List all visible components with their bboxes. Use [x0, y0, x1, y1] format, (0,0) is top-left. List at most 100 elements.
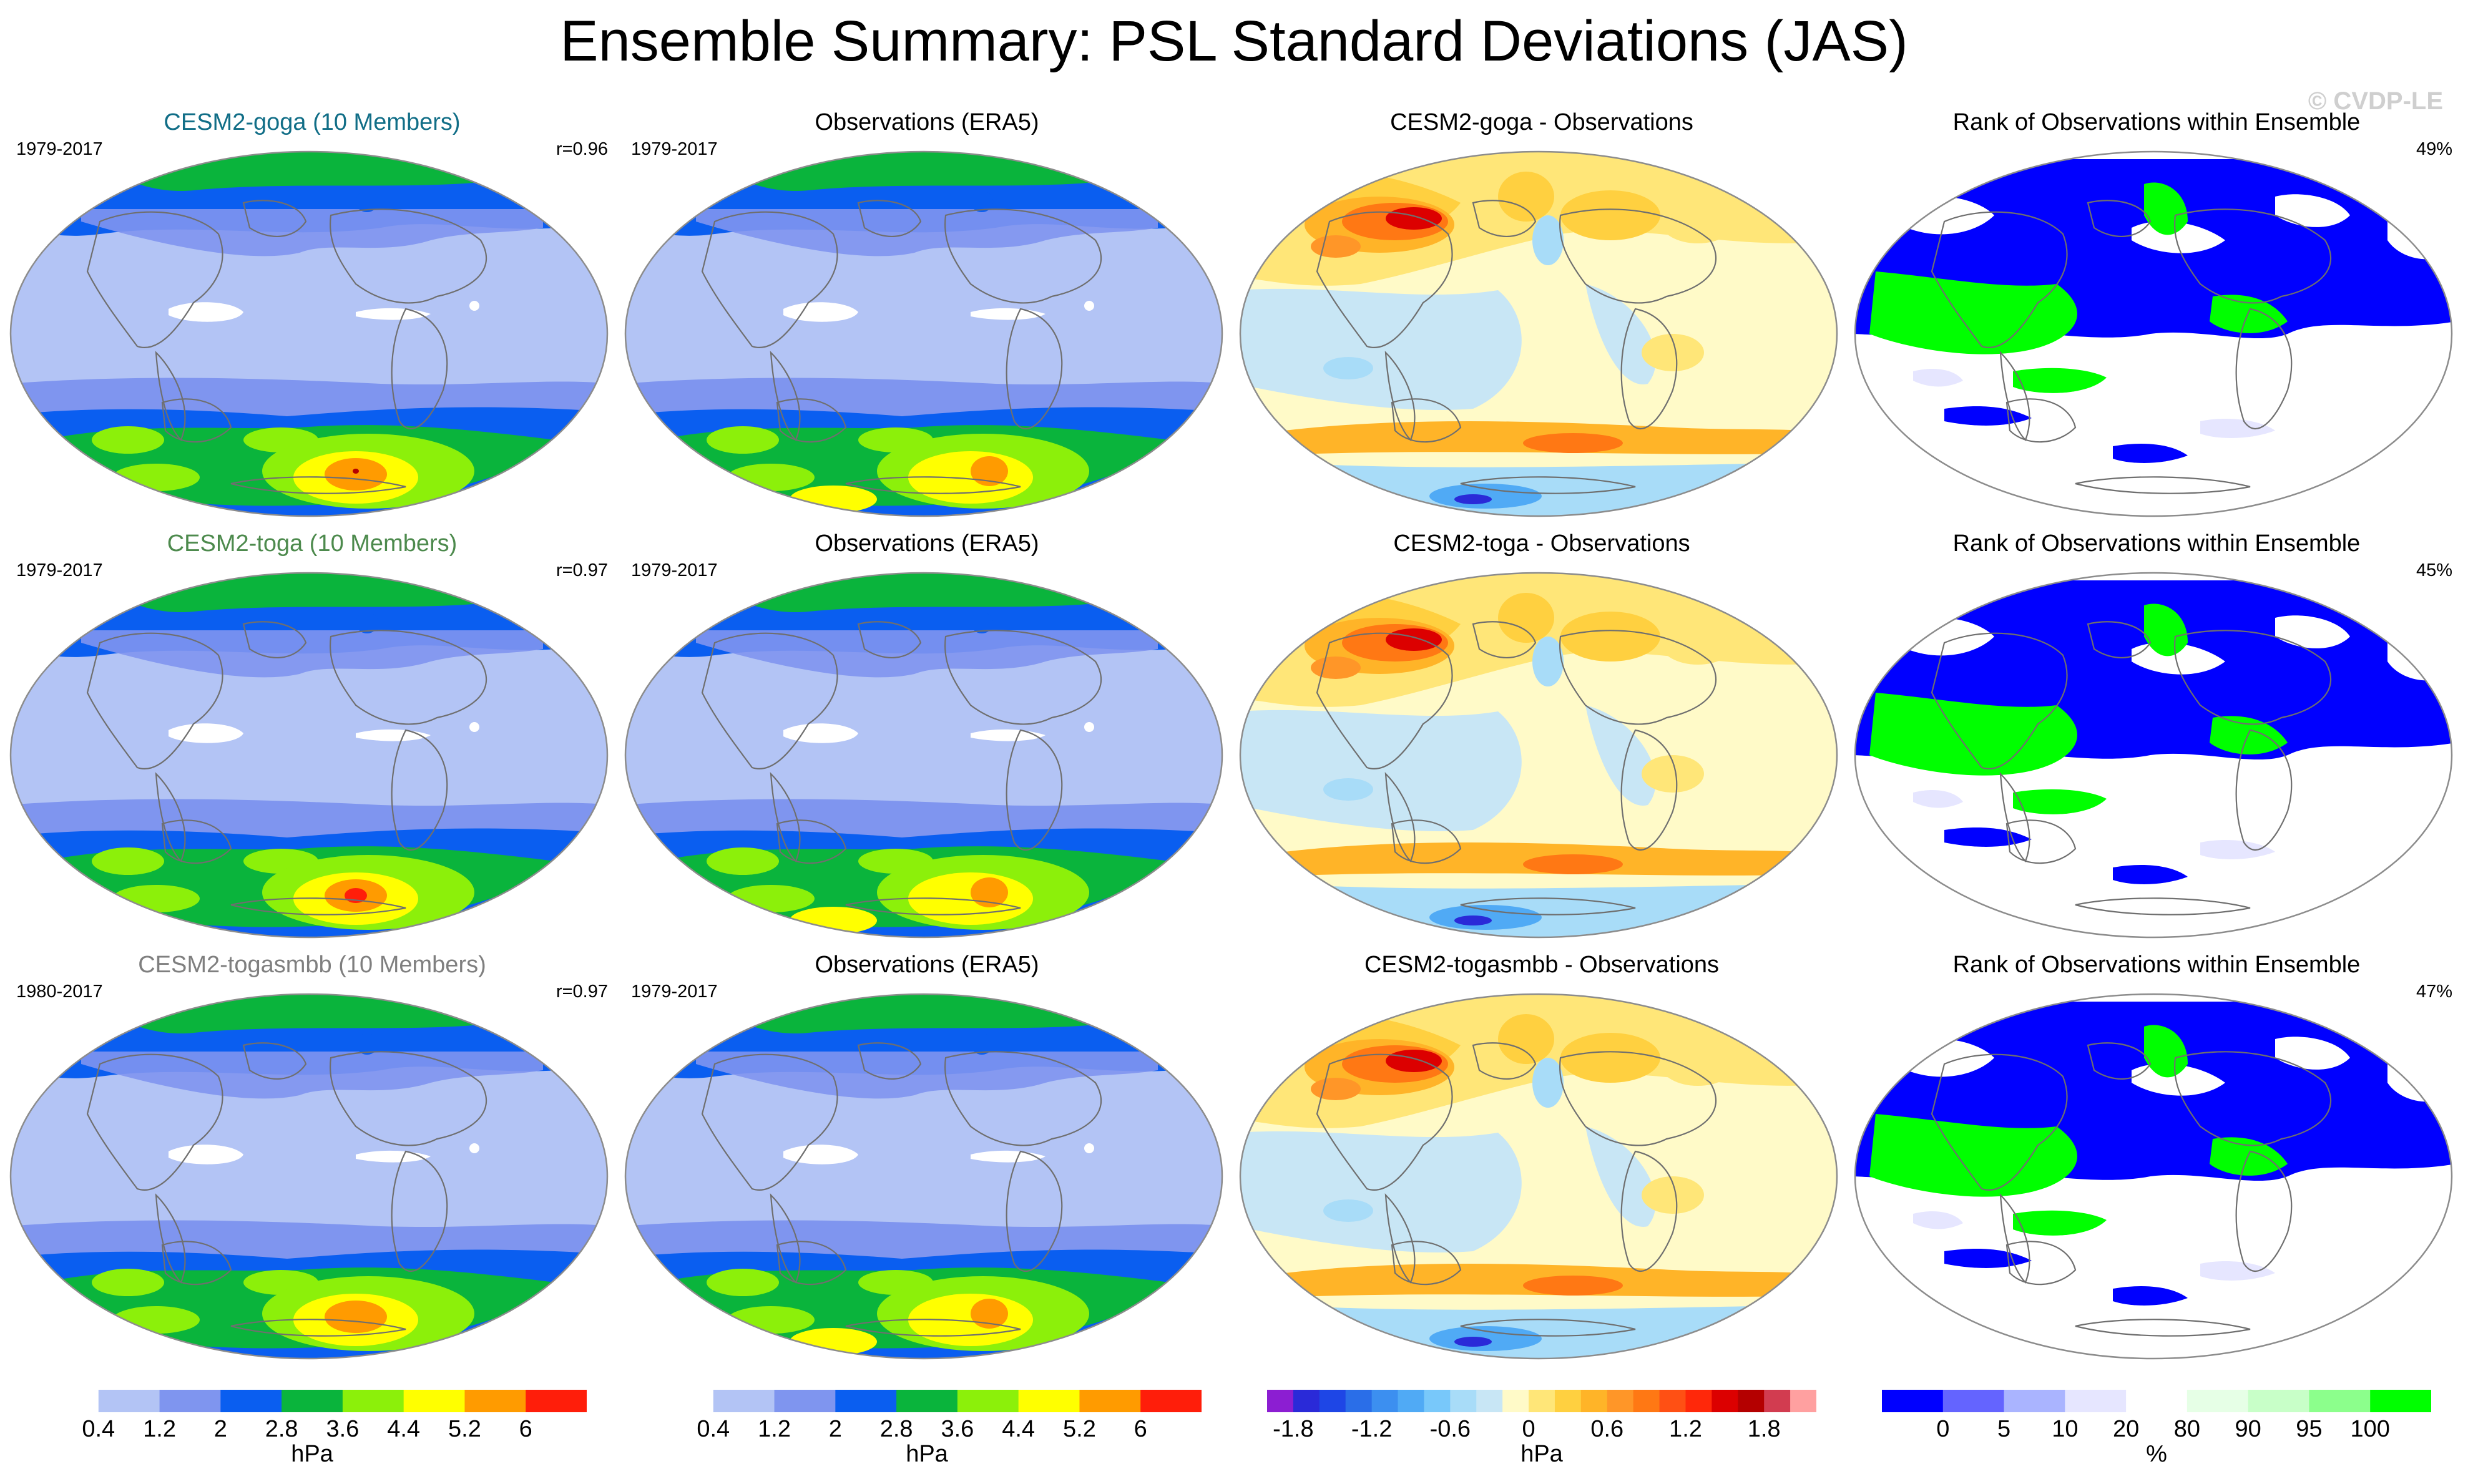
- map-obs: [624, 993, 1223, 1360]
- panel-title: Observations (ERA5): [815, 530, 1039, 557]
- colorbar-tick-label: 80: [2173, 1416, 2201, 1442]
- colorbar-swatch: [1079, 1390, 1141, 1412]
- colorbar-swatch: [2065, 1390, 2127, 1412]
- colorbar-tick-label: 20: [2112, 1416, 2140, 1442]
- map-rank: [1854, 150, 2453, 517]
- colorbar-swatch: [2309, 1390, 2371, 1412]
- map-border: [1854, 150, 2453, 517]
- years-label: 1979-2017: [631, 560, 718, 580]
- coastlines: [86, 621, 487, 915]
- colorbar-swatch: [159, 1390, 221, 1412]
- coastlines: [1931, 621, 2332, 915]
- panel-title: CESM2-toga (10 Members): [167, 530, 458, 557]
- panel-obs-row1: Observations (ERA5) 1979-2017: [621, 109, 1233, 521]
- difference-field: [1240, 152, 1837, 516]
- panel-title: Observations (ERA5): [815, 952, 1039, 978]
- colorbar-swatch: [1319, 1390, 1346, 1412]
- colorbar-tick-label: -0.6: [1429, 1416, 1471, 1442]
- colorbar-swatch: [1502, 1390, 1529, 1412]
- pattern-correlation: r=0.97: [556, 982, 608, 1002]
- colorbar-tick-label: 2.8: [265, 1416, 298, 1442]
- colorbar-swatch: [774, 1390, 836, 1412]
- years-label: 1979-2017: [631, 982, 718, 1002]
- colorbar-tick-label: -1.8: [1273, 1416, 1314, 1442]
- colorbar-swatch: [1424, 1390, 1451, 1412]
- years-label: 1980-2017: [16, 982, 103, 1002]
- panel-model-row3: CESM2-togasmbb (10 Members) 1980-2017 r=0.…: [6, 952, 618, 1364]
- panel-obs-row3: Observations (ERA5) 1979-2017: [621, 952, 1233, 1364]
- map-border: [9, 150, 609, 517]
- colorbar-swatch: [1738, 1390, 1765, 1412]
- panel-model-row2: CESM2-toga (10 Members) 1979-2017 r=0.97: [6, 530, 618, 942]
- map-model: [9, 993, 609, 1360]
- colorbar-unit: hPa: [906, 1441, 948, 1467]
- colorbar-tick-label: 0: [1522, 1416, 1535, 1442]
- model-std-colorbar: 0.4 1.2 2 2.8 3.6 4.4 5.2 6 hPa: [37, 1389, 599, 1482]
- colorbar-tick-label: 5.2: [448, 1416, 481, 1442]
- colorbar-tick-label: 0.4: [697, 1416, 730, 1442]
- panel-title: CESM2-toga - Observations: [1393, 530, 1690, 557]
- map-rank: [1854, 572, 2453, 939]
- map-border: [624, 150, 1223, 517]
- colorbar-swatch: [2126, 1390, 2188, 1412]
- coastlines: [1316, 621, 1717, 915]
- colorbar-swatch: [835, 1390, 897, 1412]
- colorbar-swatch: [1882, 1390, 1944, 1412]
- colorbar-swatch: [526, 1390, 587, 1412]
- map-border: [1854, 572, 2453, 939]
- obs-std-colorbar: 0.4 1.2 2 2.8 3.6 4.4 5.2 6 hPa: [652, 1389, 1214, 1482]
- colorbar-swatch: [1267, 1390, 1294, 1412]
- panel-obs-row2: Observations (ERA5) 1979-2017: [621, 530, 1233, 942]
- colorbar-unit: %: [2146, 1441, 2167, 1467]
- pattern-correlation: r=0.97: [556, 560, 608, 580]
- colorbar-tick-label: -1.2: [1351, 1416, 1393, 1442]
- panel-model-row1: CESM2-goga (10 Members) 1979-2017 r=0.96: [6, 109, 618, 521]
- panel-title: CESM2-goga - Observations: [1390, 109, 1693, 135]
- panel-rank-row2: Rank of Observations within Ensemble 45%: [1851, 530, 2462, 942]
- std-field: [11, 152, 607, 516]
- years-label: 1979-2017: [16, 139, 103, 159]
- colorbar-swatch: [1711, 1390, 1738, 1412]
- map-obs: [624, 150, 1223, 517]
- rank-percent: 45%: [2416, 560, 2452, 580]
- colorbar-swatch: [1633, 1390, 1660, 1412]
- colorbar-swatch: [1371, 1390, 1399, 1412]
- colorbar-swatch: [652, 1390, 714, 1412]
- diff-colorbar-boxes: [1267, 1390, 1816, 1412]
- rank-percent: 49%: [2416, 139, 2452, 159]
- colorbar-tick-label: 4.4: [387, 1416, 421, 1442]
- coastlines: [701, 1042, 1102, 1337]
- coastlines: [86, 200, 487, 494]
- colorbar-tick-label: 1.8: [1747, 1416, 1781, 1442]
- panel-title: Rank of Observations within Ensemble: [1952, 952, 2361, 978]
- colorbar-tick-label: 6: [1134, 1416, 1147, 1442]
- colorbar-swatch: [2004, 1390, 2065, 1412]
- colorbar-tick-label: 1.2: [143, 1416, 176, 1442]
- obs-std-colorbar-boxes: [652, 1390, 1202, 1412]
- map-border: [1239, 150, 1838, 517]
- colorbar-swatch: [1942, 1390, 2005, 1412]
- colorbar-tick-label: 100: [2350, 1416, 2390, 1442]
- colorbar-swatch: [1685, 1390, 1712, 1412]
- colorbar-swatch: [2370, 1390, 2431, 1412]
- colorbar-swatch: [464, 1390, 526, 1412]
- map-border: [1854, 993, 2453, 1360]
- rank-field: [1855, 994, 2452, 1359]
- colorbar-tick-label: 95: [2296, 1416, 2323, 1442]
- figure-title: Ensemble Summary: PSL Standard Deviation…: [560, 9, 1908, 73]
- panel-title: CESM2-goga (10 Members): [164, 109, 461, 135]
- colorbar-swatch: [1659, 1390, 1686, 1412]
- coastlines: [701, 200, 1102, 494]
- std-field: [11, 994, 607, 1359]
- rank-field: [1855, 152, 2452, 516]
- colorbar-tick-label: 10: [2052, 1416, 2079, 1442]
- colorbar-swatch: [1764, 1390, 1791, 1412]
- colorbar-swatch: [1580, 1390, 1608, 1412]
- panel-diff-row2: CESM2-toga - Observations: [1236, 530, 1848, 942]
- panel-title: CESM2-togasmbb (10 Members): [138, 952, 486, 978]
- colorbar-tick-label: 4.4: [1002, 1416, 1036, 1442]
- years-label: 1979-2017: [16, 560, 103, 580]
- std-field: [625, 152, 1222, 516]
- colorbar-swatch: [1345, 1390, 1373, 1412]
- panel-title: Rank of Observations within Ensemble: [1952, 109, 2361, 135]
